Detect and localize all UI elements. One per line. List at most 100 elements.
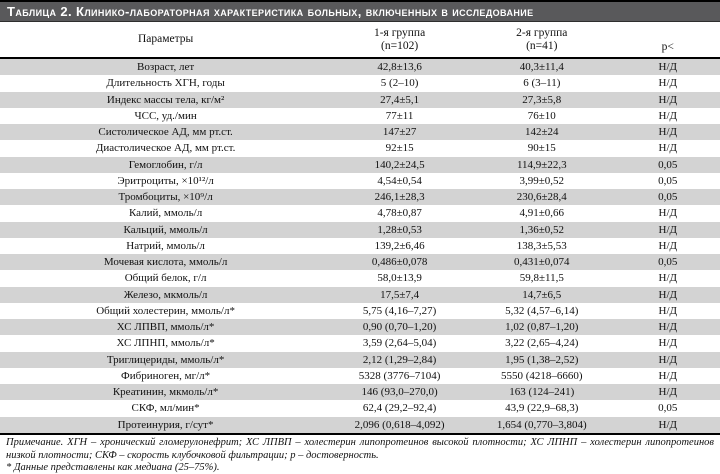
group1-value-cell: 4,78±0,87 <box>377 207 422 220</box>
parameter-cell: Триглицериды, ммоль/л* <box>106 353 225 366</box>
group2-value-cell: 76±10 <box>527 109 556 122</box>
table-row: Общий холестерин, ммоль/л* 5,75 (4,16–7,2… <box>0 303 720 319</box>
group1-value-cell: 2,096 (0,618–4,092) <box>331 416 468 435</box>
p-value-cell: Н/Д <box>658 61 678 74</box>
p-value-cell: 0,05 <box>658 191 678 204</box>
group1-value-cell: 140,2±24,5 <box>374 158 425 171</box>
group2-value-cell: 3,22 (2,65–4,24) <box>505 337 579 350</box>
table-row: Протеинурия, г/сут* 2,096 (0,618–4,092) 1,… <box>0 416 720 435</box>
group2-value-cell: 1,654 (0,770–3,804) <box>467 416 616 435</box>
parameter-cell: Возраст, лет <box>137 61 195 74</box>
p-value-cell: Н/Д <box>658 272 678 285</box>
table-row: Тромбоциты, ×10⁹/л 246,1±28,3 230,6±28,4 0,… <box>0 189 720 206</box>
p-value-cell: Н/Д <box>658 321 678 334</box>
parameter-cell: Эритроциты, ×10¹²/л <box>117 174 214 187</box>
table-body: Возраст, лет 42,8±13,6 40,3±11,4 Н/Д Длитель… <box>0 58 720 435</box>
header-group2: 2-я группа (n=41) <box>467 22 616 59</box>
group1-value-cell: 147±27 <box>382 126 417 139</box>
header-row: Параметры 1-я группа (n=102) 2-я группа … <box>0 22 720 59</box>
p-value-cell: 0,05 <box>658 402 678 415</box>
group2-value-cell: 6 (3–11) <box>523 77 561 90</box>
group2-value-cell: 59,8±11,5 <box>519 272 564 285</box>
p-value-cell: Н/Д <box>658 288 678 301</box>
clinical-lab-table: Параметры 1-я группа (n=102) 2-я группа … <box>0 22 720 435</box>
table-row: ЧСС, уд./мин 77±11 76±10 Н/Д <box>0 108 720 124</box>
header-parameters: Параметры <box>0 22 332 59</box>
footnote-median: * Данные представлены как медиана (25–75… <box>6 462 220 474</box>
group1-value-cell: 62,4 (29,2–92,4) <box>362 402 437 415</box>
table-row: Фибриноген, мг/л* 5328 (3776–7104) 5550 (4… <box>0 368 720 384</box>
group2-value-cell: 142±24 <box>525 126 559 139</box>
p-value-cell: Н/Д <box>615 416 720 435</box>
parameter-cell: ЧСС, уд./мин <box>134 109 197 122</box>
group2-value-cell: 40,3±11,4 <box>519 61 564 74</box>
parameter-cell: Длительность ХГН, годы <box>106 77 225 90</box>
table-header: Параметры 1-я группа (n=102) 2-я группа … <box>0 22 720 59</box>
header-group2-name: 2-я группа <box>516 26 568 39</box>
parameter-cell: Фибриноген, мг/л* <box>121 369 211 382</box>
group2-value-cell: 1,95 (1,38–2,52) <box>505 353 579 366</box>
header-group1: 1-я группа (n=102) <box>331 22 468 59</box>
p-value-cell: Н/Д <box>658 353 678 366</box>
group2-value-cell: 27,3±5,8 <box>522 93 562 106</box>
group1-value-cell: 5 (2–10) <box>380 77 419 90</box>
header-group1-n: (n=102) <box>381 39 419 52</box>
parameter-cell: Калий, ммоль/л <box>128 207 203 220</box>
table-row: ХС ЛПНП, ммоль/л* 3,59 (2,64–5,04) 3,22 (2… <box>0 335 720 351</box>
p-value-cell: Н/Д <box>658 109 678 122</box>
group1-value-cell: 42,8±13,6 <box>377 61 422 74</box>
table-row: Натрий, ммоль/л 139,2±6,46 138,3±5,53 Н/Д <box>0 238 720 254</box>
table-row: ХС ЛПВП, ммоль/л* 0,90 (0,70–1,20) 1,02 (0… <box>0 319 720 336</box>
parameter-cell: Протеинурия, г/сут* <box>0 416 332 435</box>
group2-value-cell: 138,3±5,53 <box>516 239 567 252</box>
table-row: Эритроциты, ×10¹²/л 4,54±0,54 3,99±0,52 0,0… <box>0 173 720 189</box>
parameter-cell: ХС ЛПНП, ммоль/л* <box>116 337 215 350</box>
header-group1-name: 1-я группа <box>373 26 426 39</box>
group1-value-cell: 2,12 (1,29–2,84) <box>362 353 437 366</box>
parameter-cell: Мочевая кислота, ммоль/л <box>103 256 228 269</box>
parameter-cell: Систолическое АД, мм рт.ст. <box>98 126 233 139</box>
table-row: Диастолическое АД, мм рт.ст. 92±15 90±15 Н/… <box>0 140 720 156</box>
group1-value-cell: 77±11 <box>385 109 414 122</box>
group2-value-cell: 1,36±0,52 <box>519 223 565 236</box>
p-value-cell: 0,05 <box>658 158 678 171</box>
table-row: Кальций, ммоль/л 1,28±0,53 1,36±0,52 Н/Д <box>0 221 720 238</box>
p-value-cell: Н/Д <box>658 337 678 350</box>
group1-value-cell: 5,75 (4,16–7,27) <box>362 304 437 317</box>
group1-value-cell: 3,59 (2,64–5,04) <box>362 337 437 350</box>
group2-value-cell: 4,91±0,66 <box>519 207 565 220</box>
p-value-cell: Н/Д <box>658 142 678 155</box>
p-value-cell: Н/Д <box>658 239 678 252</box>
parameter-cell: Общий холестерин, ммоль/л* <box>96 304 235 317</box>
group1-value-cell: 146 (93,0–270,0) <box>361 386 438 399</box>
group2-value-cell: 5,32 (4,57–6,14) <box>505 304 579 317</box>
parameter-cell: Диастолическое АД, мм рт.ст. <box>95 142 236 155</box>
parameter-cell: Индекс массы тела, кг/м² <box>106 93 225 106</box>
group1-value-cell: 5328 (3776–7104) <box>358 369 441 382</box>
group1-value-cell: 58,0±13,9 <box>377 272 422 285</box>
group1-value-cell: 4,54±0,54 <box>377 174 422 187</box>
group2-value-cell: 3,99±0,52 <box>519 174 565 187</box>
group1-value-cell: 0,90 (0,70–1,20) <box>362 321 437 334</box>
group1-value-cell: 246,1±28,3 <box>374 191 425 204</box>
table-row: Систолическое АД, мм рт.ст. 147±27 142±24 Н… <box>0 124 720 141</box>
parameter-cell: Общий белок, г/л <box>124 272 207 285</box>
group2-value-cell: 43,9 (22,9–68,3) <box>505 402 579 415</box>
group2-value-cell: 114,9±22,3 <box>516 158 567 171</box>
p-value-cell: Н/Д <box>658 304 678 317</box>
group1-value-cell: 27,4±5,1 <box>380 93 420 106</box>
table-row: СКФ, мл/мин* 62,4 (29,2–92,4) 43,9 (22,9–6… <box>0 400 720 416</box>
group2-value-cell: 163 (124–241) <box>509 386 575 399</box>
table-row: Индекс массы тела, кг/м² 27,4±5,1 27,3±5,8… <box>0 91 720 108</box>
table-row: Триглицериды, ммоль/л* 2,12 (1,29–2,84) 1,… <box>0 351 720 368</box>
group1-value-cell: 92±15 <box>385 142 414 155</box>
group2-value-cell: 1,02 (0,87–1,20) <box>505 321 579 334</box>
parameter-cell: Натрий, ммоль/л <box>126 239 205 252</box>
group2-value-cell: 14,7±6,5 <box>522 288 562 301</box>
group1-value-cell: 139,2±6,46 <box>374 239 425 252</box>
table-row: Мочевая кислота, ммоль/л 0,486±0,078 0,431… <box>0 254 720 271</box>
p-value-cell: 0,05 <box>658 256 678 269</box>
table-row: Креатинин, мкмоль/л* 146 (93,0–270,0) 163 … <box>0 384 720 401</box>
parameter-cell: ХС ЛПВП, ммоль/л* <box>116 321 215 334</box>
